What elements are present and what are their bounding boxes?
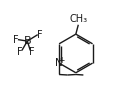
Text: +: + bbox=[58, 56, 64, 65]
Text: CH₃: CH₃ bbox=[69, 14, 87, 24]
Text: F: F bbox=[13, 35, 19, 45]
Text: F: F bbox=[29, 47, 34, 57]
Text: B: B bbox=[24, 36, 31, 46]
Text: N: N bbox=[55, 58, 63, 68]
Text: F: F bbox=[17, 47, 23, 57]
Text: F: F bbox=[37, 30, 42, 40]
